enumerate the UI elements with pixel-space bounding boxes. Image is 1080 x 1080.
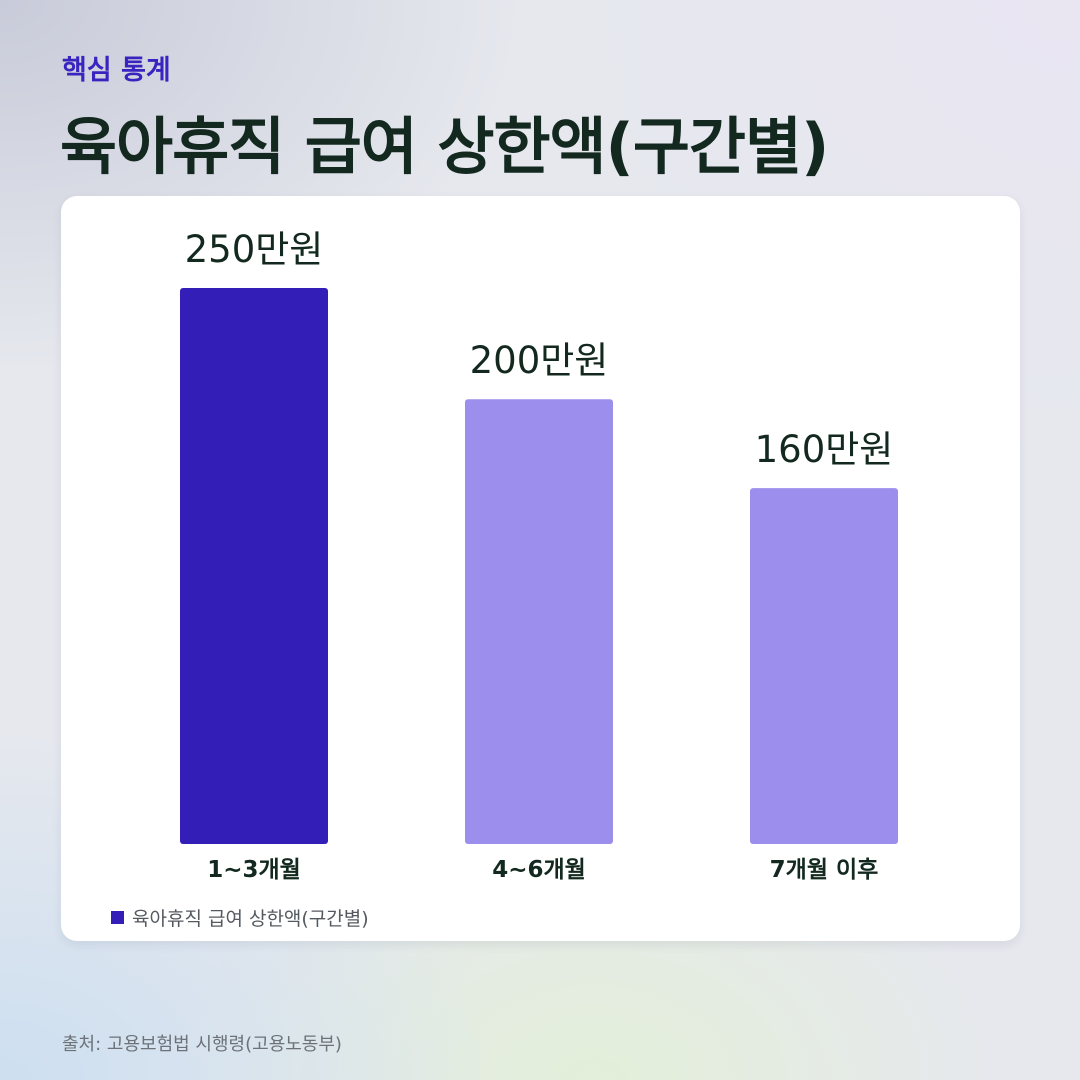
bar-2 <box>465 399 613 844</box>
category-label-1: 1~3개월 <box>207 857 301 883</box>
legend-label: 육아휴직 급여 상한액(구간별) <box>132 908 369 930</box>
chart-card: 250만원 1~3개월 200만원 4~6개월 160만원 7개월 이후 육아휴직 급여 … <box>61 196 1020 941</box>
chart-legend: 육아휴직 급여 상한액(구간별) <box>111 904 369 931</box>
legend-swatch <box>111 911 124 924</box>
value-label-1: 250만원 <box>185 228 324 271</box>
value-label-2: 200만원 <box>470 339 609 382</box>
bar-chart: 250만원 1~3개월 200만원 4~6개월 160만원 7개월 이후 <box>180 228 898 883</box>
page-title: 육아휴직 급여 상한액(구간별) <box>60 110 829 183</box>
category-label-2: 4~6개월 <box>492 857 586 883</box>
value-label-3: 160만원 <box>755 428 894 471</box>
bar-3 <box>750 488 898 844</box>
kicker-label: 핵심 통계 <box>62 55 171 86</box>
category-label-3: 7개월 이후 <box>770 857 879 883</box>
bar-1 <box>180 288 328 844</box>
source-note: 출처: 고용보험법 시행령(고용노동부) <box>62 1034 342 1055</box>
